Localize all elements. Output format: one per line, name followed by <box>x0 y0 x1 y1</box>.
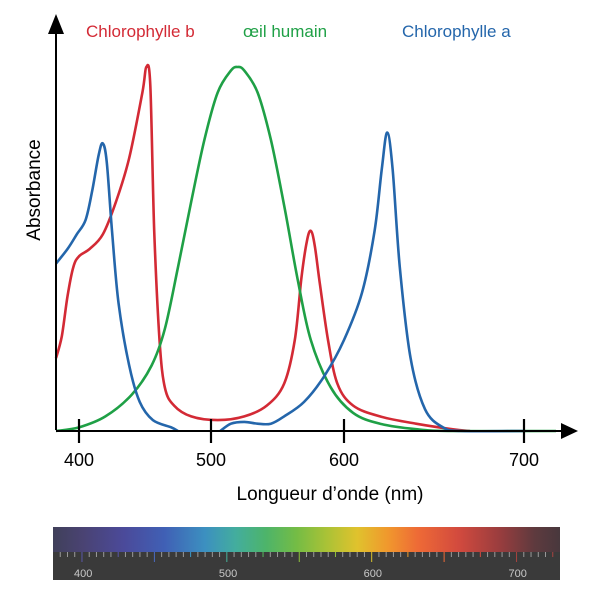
series-line-0 <box>54 63 471 433</box>
x-axis-arrow <box>561 423 578 439</box>
x-tick-label-500: 500 <box>196 450 226 470</box>
spectrum-gradient <box>53 527 560 552</box>
legend: Chlorophylle b œil humain Chlorophylle a <box>86 22 511 41</box>
x-tick-label-600: 600 <box>329 450 359 470</box>
spectrum-bar: 400 500 600 700 <box>53 527 560 580</box>
x-ticks: 400 500 600 700 <box>64 419 539 470</box>
spectrum-label-400: 400 <box>74 568 92 580</box>
spectrum-label-500: 500 <box>219 568 237 580</box>
series-line-2 <box>54 141 179 433</box>
spectrum-label-700: 700 <box>509 568 527 580</box>
x-tick-label-700: 700 <box>509 450 539 470</box>
x-axis-label: Longueur d’onde (nm) <box>237 484 424 505</box>
series-line-3 <box>219 131 525 433</box>
legend-chlorophylle-a: Chlorophylle a <box>402 22 511 41</box>
axes <box>48 14 578 439</box>
x-tick-label-400: 400 <box>64 450 94 470</box>
legend-chlorophylle-b: Chlorophylle b <box>86 22 195 41</box>
legend-oeil-humain: œil humain <box>243 22 327 41</box>
spectrum-ticks: 400 500 600 700 <box>59 552 554 580</box>
spectrum-label-600: 600 <box>364 568 382 580</box>
series-layer <box>54 63 557 433</box>
y-axis-label: Absorbance <box>24 139 45 240</box>
series-line-1 <box>55 65 557 433</box>
y-axis-arrow <box>48 14 64 34</box>
